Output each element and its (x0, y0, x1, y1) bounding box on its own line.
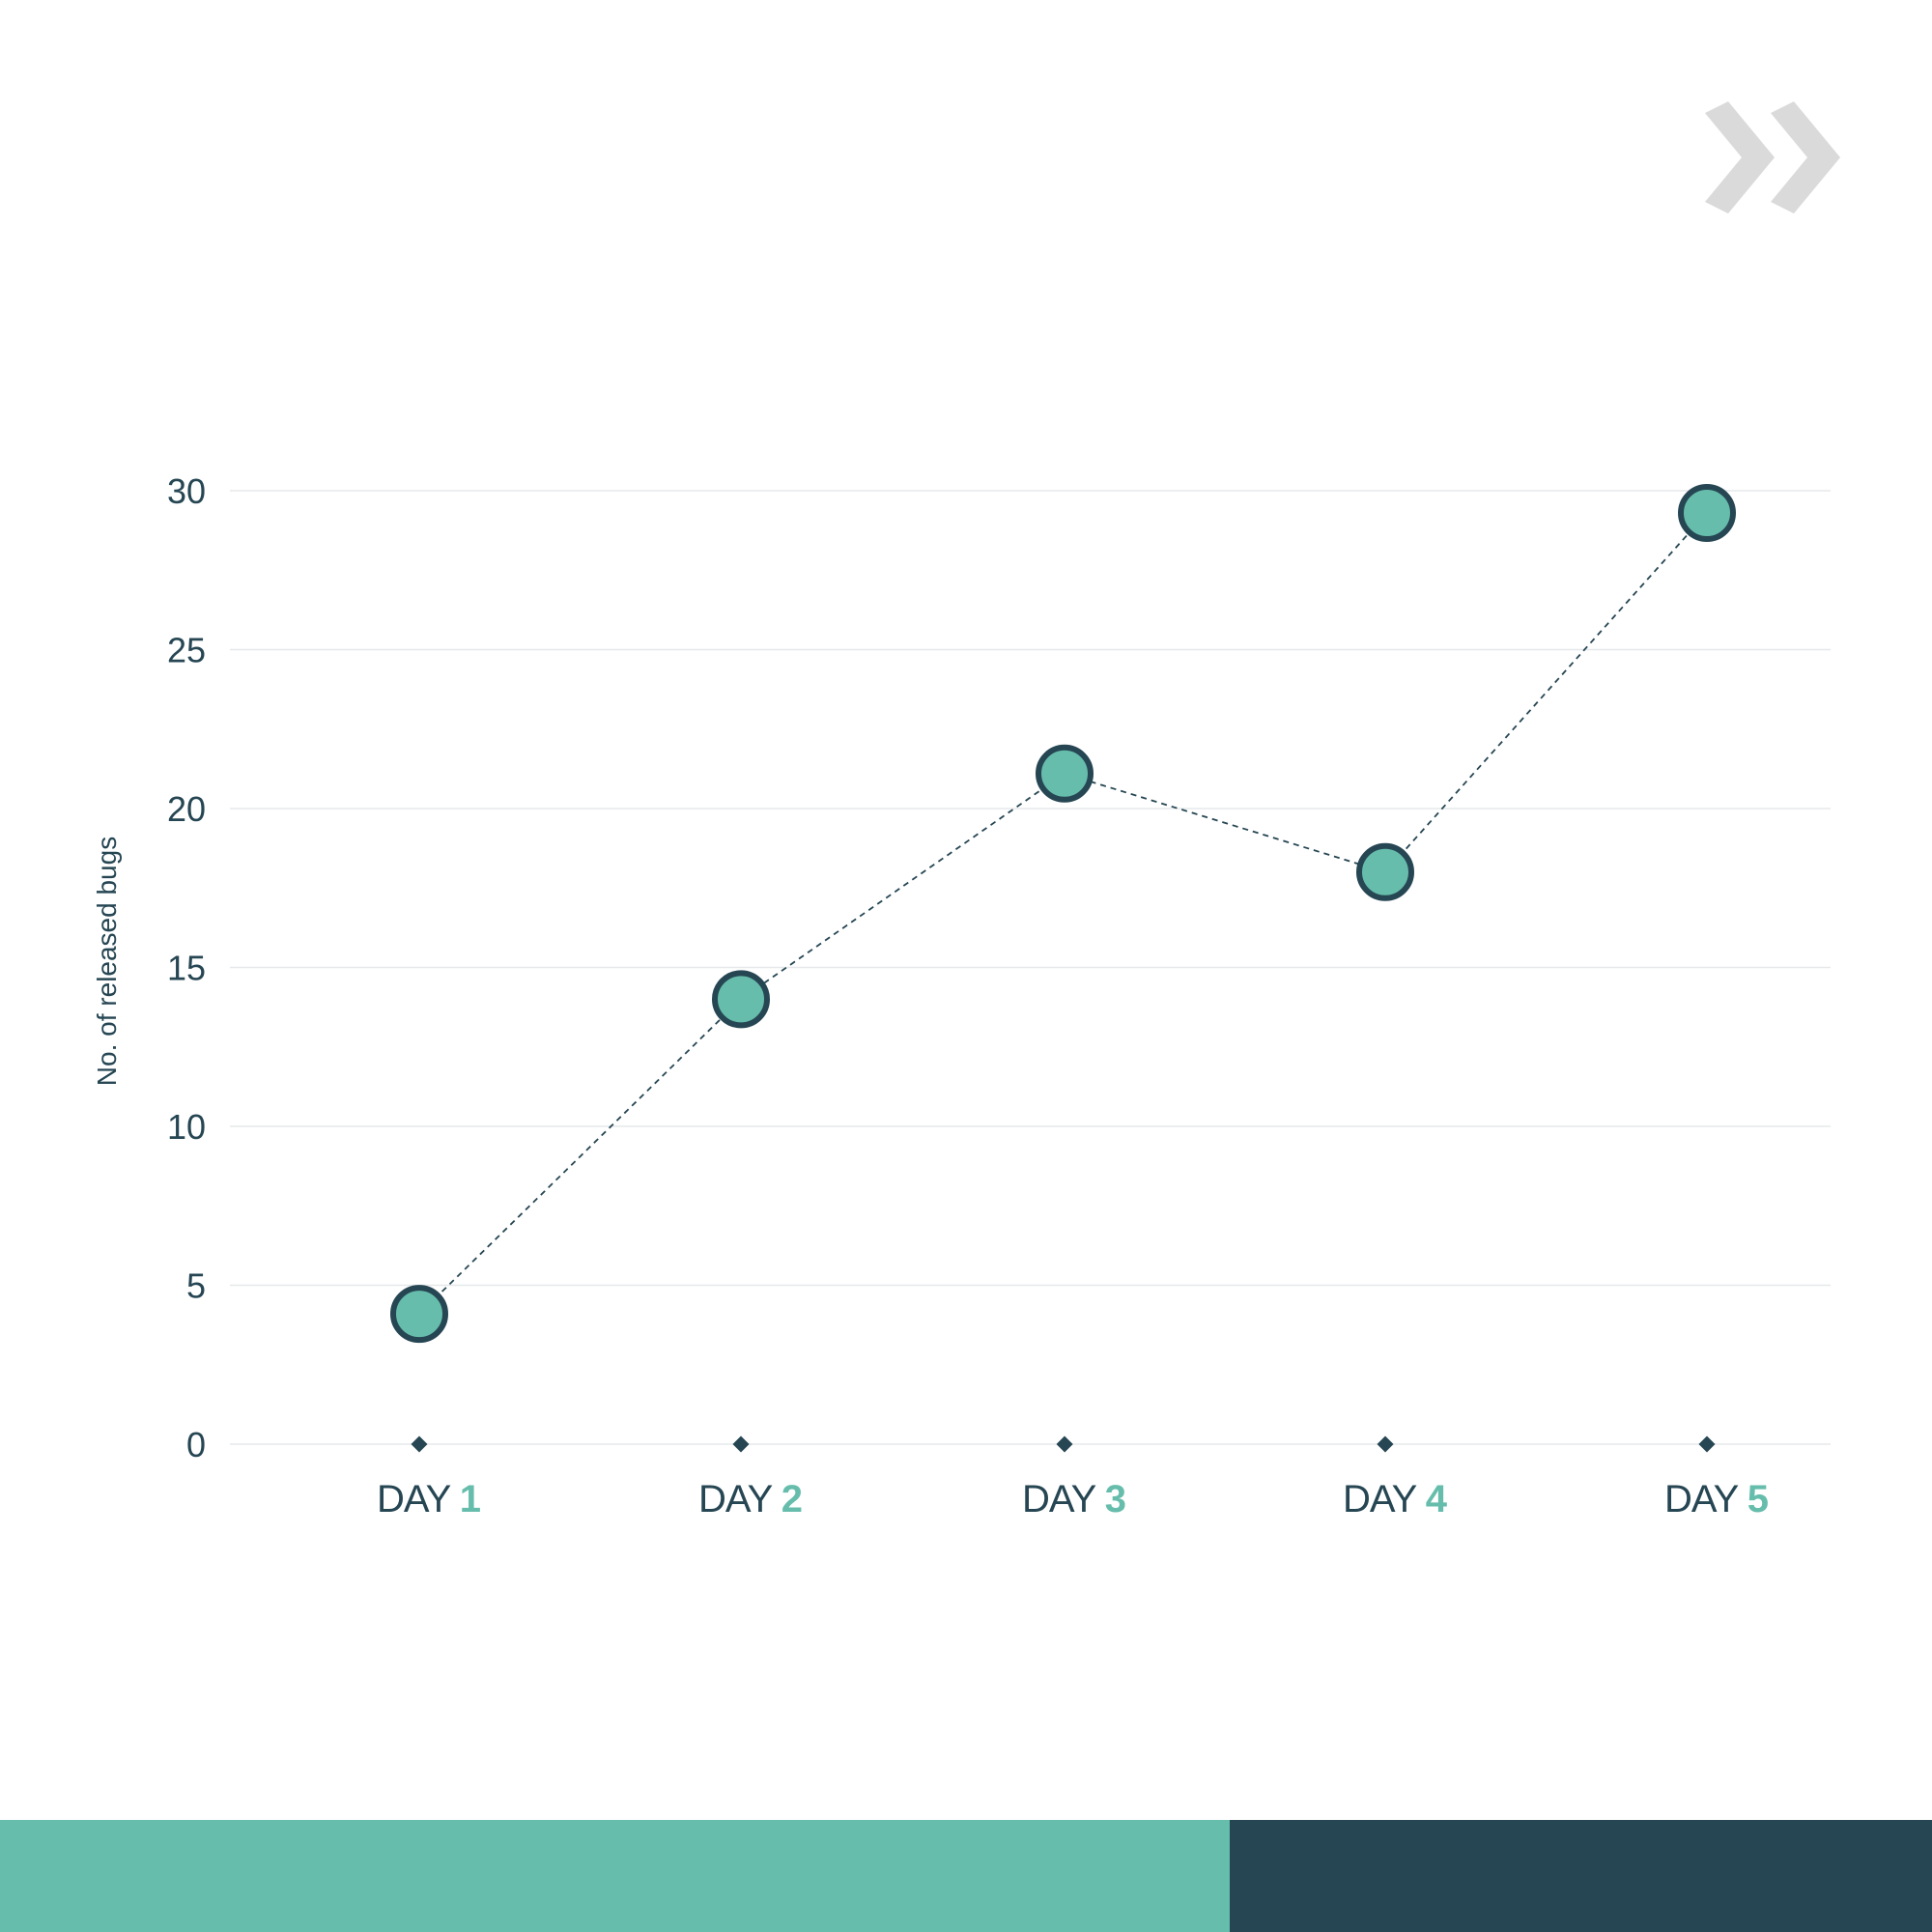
footer-bar-dark (1230, 1820, 1932, 1932)
x-tick-label: DAY 1 (377, 1478, 481, 1520)
y-tick-label: 20 (167, 789, 206, 829)
x-tick-label: DAY 3 (1022, 1478, 1126, 1520)
x-tick-label-number: 1 (460, 1478, 481, 1520)
x-tick-label-number: 2 (781, 1478, 803, 1520)
y-tick-labels: 0 5 10 15 20 25 30 (167, 471, 206, 1464)
footer-bar (0, 1820, 1932, 1932)
x-tick-label-number: 4 (1426, 1478, 1448, 1520)
data-point (1036, 744, 1094, 803)
x-tick-label-word: DAY (1343, 1478, 1426, 1520)
x-tick-marker (732, 1435, 750, 1453)
data-points (390, 484, 1736, 1344)
x-tick-label-word: DAY (1022, 1478, 1105, 1520)
y-tick-label: 0 (186, 1425, 206, 1464)
data-point (1678, 484, 1736, 543)
x-tick-label-number: 5 (1747, 1478, 1769, 1520)
data-point (1356, 842, 1414, 901)
double-chevron-right-icon (1705, 101, 1840, 213)
x-tick-marker (1377, 1435, 1394, 1453)
y-axis-label: No. of released bugs (92, 837, 122, 1086)
series-connector-line (418, 512, 1708, 1315)
x-tick-label: DAY 5 (1664, 1478, 1769, 1520)
footer-bar-accent (0, 1820, 1230, 1932)
y-tick-label: 25 (167, 631, 206, 670)
data-point (390, 1285, 448, 1344)
x-tick-label-number: 3 (1105, 1478, 1126, 1520)
x-tick-marker (1056, 1435, 1073, 1453)
x-tick-label-word: DAY (1664, 1478, 1747, 1520)
x-tick-label-word: DAY (377, 1478, 460, 1520)
data-point (712, 970, 770, 1029)
x-tick-marker (411, 1435, 428, 1453)
gridlines (230, 490, 1831, 1445)
y-tick-label: 15 (167, 949, 206, 988)
series-line (418, 512, 1708, 1315)
x-tick-marker (1698, 1435, 1716, 1453)
x-tick-labels: DAY 1 DAY 2 DAY 3 DAY 4 DAY 5 (377, 1478, 1769, 1520)
x-tick-label-word: DAY (698, 1478, 781, 1520)
x-tick-label: DAY 2 (698, 1478, 803, 1520)
x-tick-label: DAY 4 (1343, 1478, 1448, 1520)
y-tick-label: 30 (167, 471, 206, 511)
y-tick-label: 5 (186, 1266, 206, 1306)
y-tick-label: 10 (167, 1107, 206, 1147)
